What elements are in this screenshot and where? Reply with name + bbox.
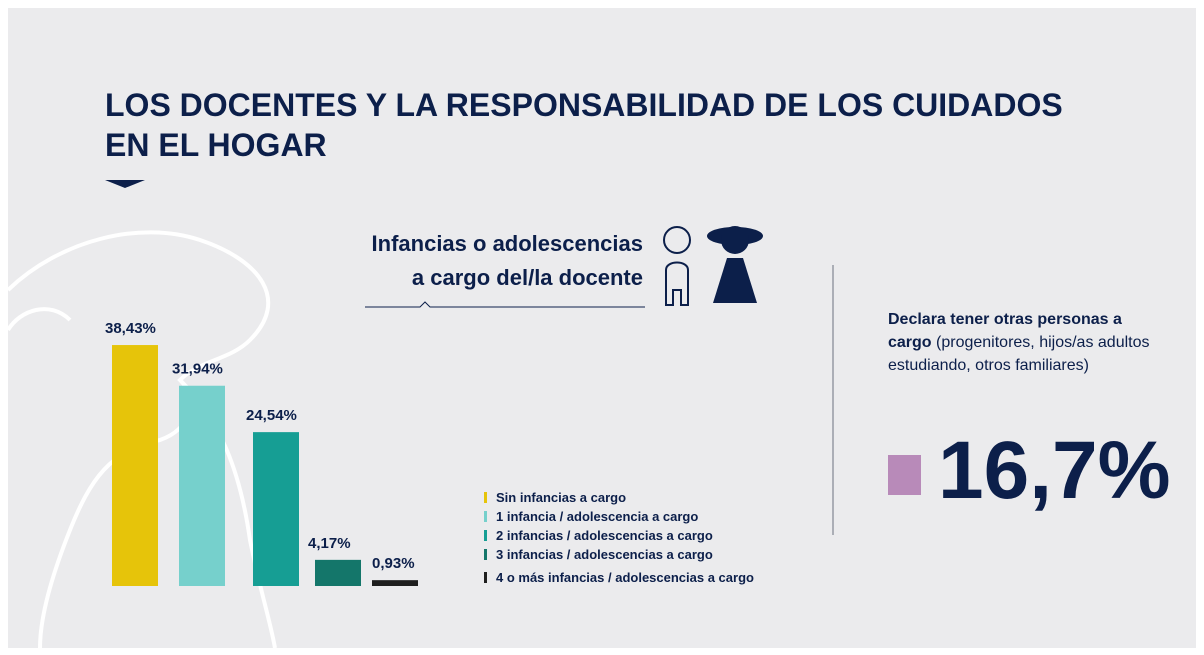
bar [253,432,299,586]
value-label: 24,54% [246,407,297,424]
legend-swatch [484,492,487,503]
value-label: 4,17% [308,535,351,552]
legend-label: Sin infancias a cargo [496,490,626,505]
page: LOS DOCENTES Y LA RESPONSABILIDAD DE LOS… [0,0,1204,655]
bar [179,386,225,586]
legend-swatch [484,530,487,541]
stat-swatch [888,455,921,495]
stat-value: 16,7% [938,425,1171,516]
legend-swatch [484,511,487,522]
bar [372,580,418,586]
legend-label: 3 infancias / adolescencias a cargo [496,547,713,562]
value-label: 0,93% [372,555,415,572]
legend-swatch [484,549,487,560]
side-text: Declara tener otras personas a cargo (pr… [888,308,1158,377]
legend-swatch [484,572,487,583]
title: LOS DOCENTES Y LA RESPONSABILIDAD DE LOS… [105,87,1063,123]
legend-label: 4 o más infancias / adolescencias a carg… [496,570,754,585]
legend-label: 2 infancias / adolescencias a cargo [496,528,713,543]
bar [112,345,158,586]
value-label: 31,94% [172,361,223,378]
title: EN EL HOGAR [105,127,327,163]
subtitle: a cargo del/la docente [412,265,643,290]
value-label: 38,43% [105,320,156,337]
subtitle: Infancias o adolescencias [372,231,643,256]
legend-label: 1 infancia / adolescencia a cargo [496,509,698,524]
bar [315,560,361,586]
